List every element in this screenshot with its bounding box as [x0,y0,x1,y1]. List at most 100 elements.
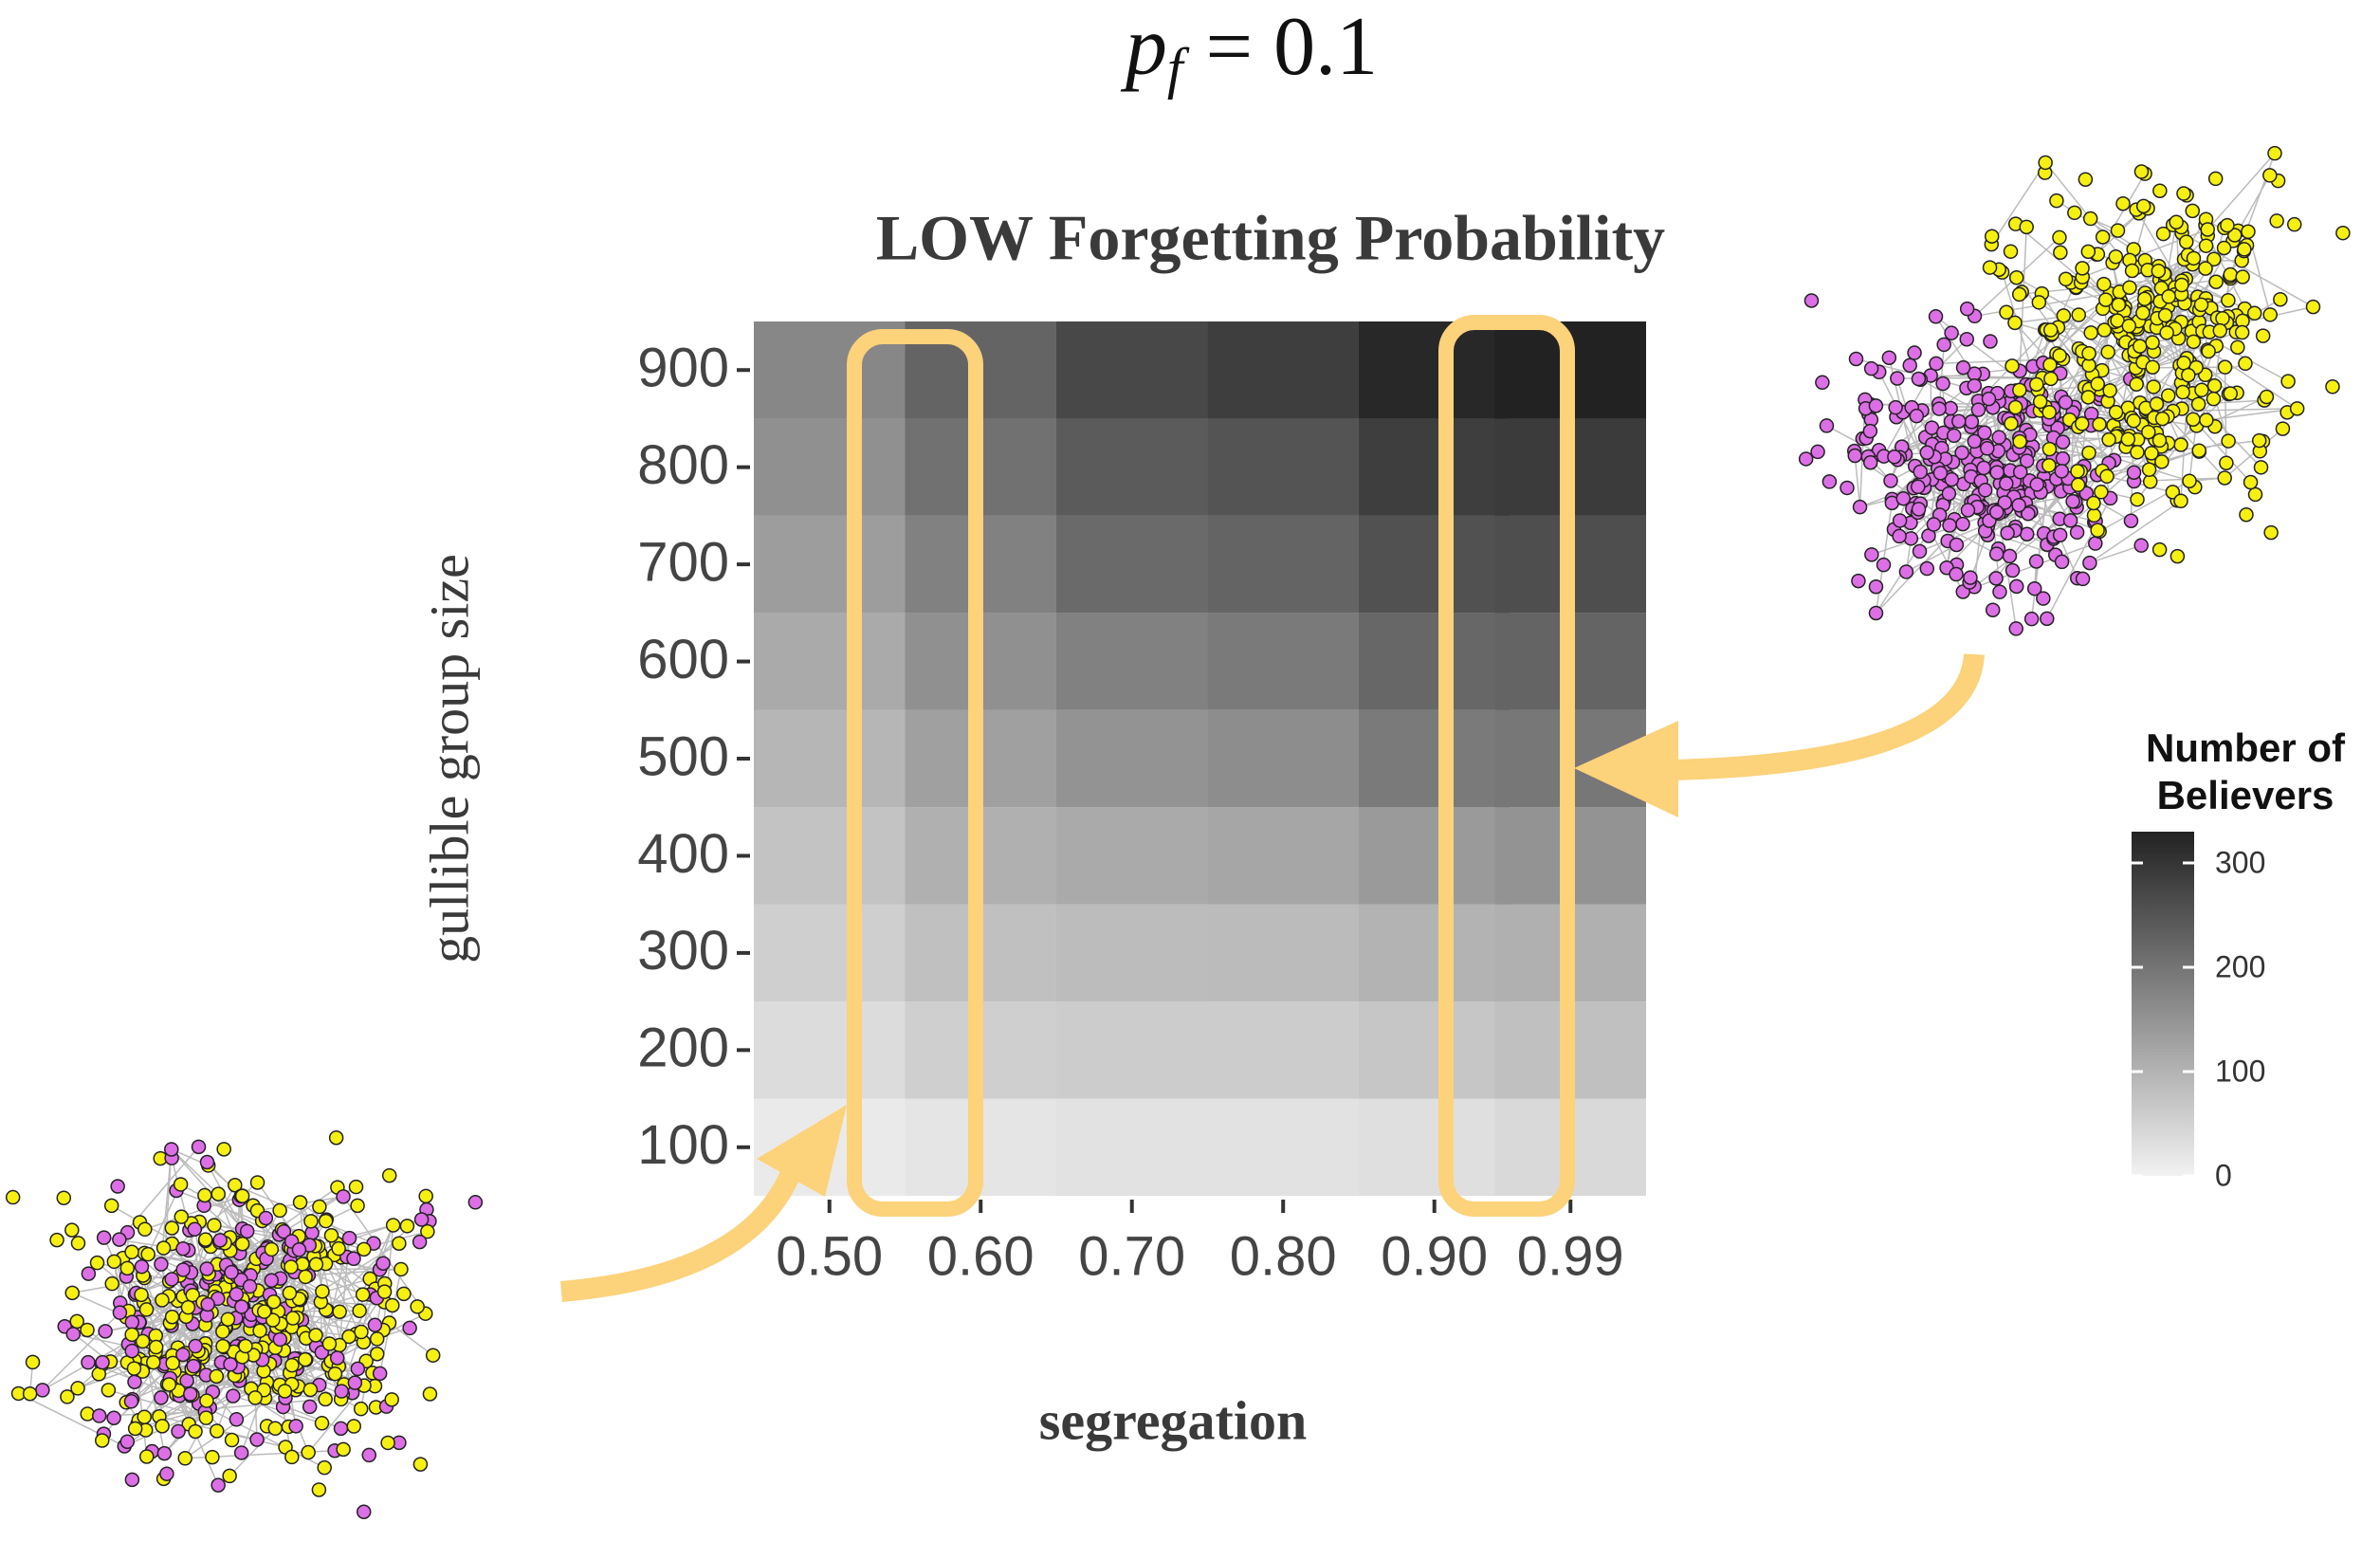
network-node [1949,566,1964,582]
network-edge [1962,542,2096,593]
network-edge [2050,329,2184,394]
network-node [394,1261,409,1277]
network-node [81,1354,96,1370]
network-node [2111,297,2127,313]
network-node [216,1142,231,1157]
network-node [422,1386,438,1402]
colorbar [2132,832,2194,1176]
network-node [2269,213,2284,229]
network-node [2090,523,2105,538]
network-node [369,1347,385,1362]
network-node [2008,621,2023,636]
network-node [1911,371,1927,387]
network-edge [229,1427,276,1477]
network-node [80,1322,95,1338]
network-node [1810,444,1825,460]
network-node [346,1251,361,1267]
network-edge [171,1148,219,1195]
network-node [1970,402,1986,417]
network-node [2217,359,2233,375]
network-node [265,1293,282,1310]
network-node [56,1190,72,1205]
network-node [2201,343,2216,359]
network-node [2178,234,2194,249]
heat-cell [1358,515,1510,614]
network-node [2005,358,2020,374]
network-node [22,1386,38,1402]
network-node [2194,382,2209,398]
network-node [2058,394,2074,411]
network-node [318,1213,334,1229]
network-node [252,1323,267,1339]
network-node [2253,460,2269,475]
network-node [2206,251,2222,267]
network-node [2151,541,2168,558]
network-node [375,1256,391,1272]
network-node [2165,485,2181,500]
network-node [347,1375,363,1390]
network-node [2011,497,2026,513]
network-edge [2224,367,2227,464]
network-node [2227,228,2243,243]
network-node [2186,412,2201,427]
network-node [2052,527,2068,542]
network-node [70,1236,86,1251]
network-node [94,1433,110,1448]
network-node [1942,518,1957,533]
network-node [2217,470,2232,486]
network-node [2239,506,2254,523]
network-node [2262,307,2278,322]
network-node [321,1336,338,1351]
network-node [267,1421,284,1437]
network-node [284,1449,300,1465]
network-edge [334,1254,376,1326]
network-node [2007,315,2023,331]
network-node [1798,451,1814,467]
network-node [2081,445,2096,461]
network-node [1895,490,1911,506]
network-node [2054,464,2070,479]
network-node [2065,493,2080,509]
network-node [1963,570,1978,585]
network-node [1911,479,1926,495]
network-node [96,1230,112,1245]
x-tick-label: 0.60 [927,1225,1034,1287]
network-node [2095,229,2111,245]
network-node [1890,371,1905,386]
network-node [1960,503,1976,518]
network-node [2223,386,2239,401]
network-node [336,1441,351,1458]
network-node [2094,485,2109,500]
network-node [1977,425,1992,440]
network-node [2206,377,2223,394]
network-node [308,1328,323,1343]
network-node [2154,411,2170,427]
network-node [110,1179,125,1194]
network-node [2305,299,2321,315]
network-node [392,1236,407,1251]
x-tick-label: 0.90 [1381,1225,1488,1287]
network-node [1847,448,1863,464]
network-node [2238,356,2253,372]
x-axis-label: segregation [1039,1389,1307,1451]
network-node [139,1449,155,1464]
y-tick-label: 300 [637,920,729,981]
network-node [234,1188,250,1203]
network-node [2200,222,2215,237]
network-node [106,1410,121,1425]
network-node [2088,536,2103,551]
network-node [264,1273,280,1288]
network-node [1919,560,1935,577]
network-node [1946,428,1962,444]
network-node [2141,424,2156,440]
network-node [159,1466,174,1481]
network-node [1989,504,2005,520]
network-node [1959,331,1974,347]
network-node [137,1409,152,1424]
network-node [1907,345,1922,360]
network-node [1951,413,1967,430]
highlights [560,315,1985,1302]
network-node [173,1177,189,1192]
network-node [146,1354,161,1370]
y-tick-label: 500 [637,725,729,787]
